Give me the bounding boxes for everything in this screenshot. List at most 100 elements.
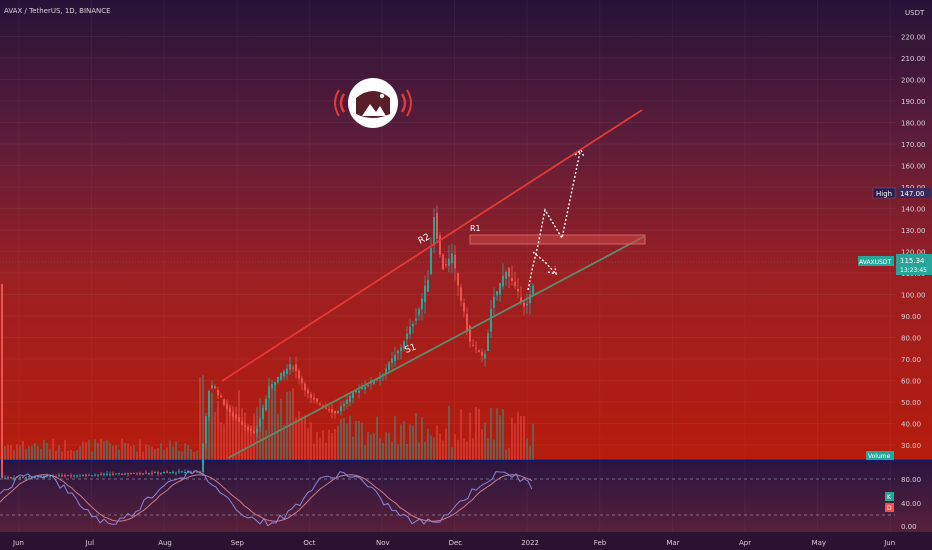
candle-body — [136, 473, 138, 475]
candle-body — [427, 280, 429, 292]
candle-body — [358, 390, 360, 393]
symbol-header[interactable]: AVAX / TetherUS, 1D, BINANCE — [4, 7, 111, 15]
candle-body — [475, 348, 477, 350]
volume-bar — [58, 445, 60, 460]
time-axis[interactable]: Jun Jul Aug Sep Oct Nov Dec 2022 Feb Mar Apr May Jun — [12, 539, 895, 547]
candle-body — [217, 390, 219, 396]
candle-body — [310, 394, 312, 398]
volume-bar — [268, 377, 270, 460]
candle-body — [490, 308, 492, 332]
volume-bar — [154, 449, 156, 460]
volume-bar — [355, 421, 357, 460]
projection-path-down[interactable] — [532, 251, 556, 274]
candle-body — [145, 472, 147, 474]
time-tick-label: Aug — [158, 539, 172, 547]
candle-body — [238, 417, 240, 422]
volume-bar — [298, 411, 300, 460]
candle-body — [322, 405, 324, 408]
candle-body — [385, 368, 387, 375]
volume-bar — [43, 439, 45, 460]
price-tick-label: 160.00 — [901, 163, 926, 171]
volume-bar — [193, 451, 195, 460]
volume-bar — [247, 429, 249, 460]
volume-bar — [466, 441, 468, 460]
volume-bar — [415, 412, 417, 460]
candle-body — [313, 397, 315, 400]
volume-bar — [283, 424, 285, 460]
candle-body — [64, 475, 66, 477]
candle-body — [412, 323, 414, 327]
candle-body — [40, 475, 42, 477]
candle-body — [526, 303, 528, 306]
price-tick-label: 60.00 — [901, 378, 921, 386]
candle-body — [79, 475, 81, 477]
price-tick-label: 210.00 — [901, 55, 926, 63]
time-tick-label: Mar — [666, 539, 679, 547]
time-tick-label: Jun — [12, 539, 24, 547]
candle-body — [286, 368, 288, 374]
candle-body — [112, 473, 114, 475]
projection-path-up[interactable] — [527, 151, 581, 291]
candle-body — [241, 421, 243, 425]
candle-body — [334, 410, 336, 414]
candle-body — [529, 294, 531, 304]
volume-bar — [448, 405, 450, 460]
volume-bar — [328, 429, 330, 460]
volume-bar — [388, 432, 390, 460]
projection-arrow-up — [574, 148, 585, 158]
volume-bar — [475, 407, 477, 460]
volume-bar — [421, 416, 423, 460]
price-currency-label: USDT — [905, 9, 925, 17]
volume-bar — [49, 448, 51, 460]
time-tick-label: Oct — [303, 539, 315, 547]
volume-bar — [436, 425, 438, 460]
candle-body — [265, 398, 267, 411]
candle-body — [223, 399, 225, 405]
support-trendline[interactable] — [227, 235, 646, 459]
volume-bar — [82, 441, 84, 460]
volume-bar — [373, 433, 375, 460]
candle-body — [154, 472, 156, 474]
volume-bar — [253, 413, 255, 460]
candle-body — [514, 281, 516, 287]
resistance-trendline[interactable] — [221, 109, 643, 382]
candle-body — [430, 248, 432, 274]
price-tick-label: 80.00 — [901, 335, 921, 343]
candle-body — [316, 398, 318, 402]
candle-body — [124, 473, 126, 475]
high-value: 147.00 — [900, 190, 925, 198]
candle-body — [496, 291, 498, 296]
volume-bar — [310, 422, 312, 460]
volume-bar — [229, 404, 231, 460]
candle-body — [367, 384, 369, 386]
candle-body — [403, 341, 405, 349]
resistance-zone[interactable] — [469, 234, 646, 245]
candle-body — [418, 309, 420, 316]
volume-bar — [301, 416, 303, 460]
candle-body — [346, 399, 348, 404]
candle-body — [517, 289, 519, 292]
volume-bar — [430, 435, 432, 460]
price-tick-label: 200.00 — [901, 77, 926, 85]
volume-bar — [97, 442, 99, 460]
candle-body — [472, 344, 474, 346]
candle-body — [466, 314, 468, 330]
oscillator-k-line[interactable] — [0, 469, 533, 527]
volume-bar — [361, 423, 363, 460]
volume-bar — [145, 444, 147, 460]
volume-bar — [331, 432, 333, 460]
candle-body — [28, 476, 30, 478]
volume-bar — [130, 446, 132, 460]
volume-bar — [307, 428, 309, 460]
osc-k-label: K — [887, 494, 892, 501]
volume-bar — [454, 434, 456, 460]
oscillator-d-line[interactable] — [0, 474, 533, 522]
volume-bar — [433, 437, 435, 460]
volume-bar — [115, 445, 117, 460]
last-price-value: 115.34 — [900, 257, 925, 265]
volume-bar — [40, 448, 42, 460]
volume-bar — [241, 408, 243, 460]
candle-body — [262, 408, 264, 419]
candle-body — [289, 363, 291, 370]
